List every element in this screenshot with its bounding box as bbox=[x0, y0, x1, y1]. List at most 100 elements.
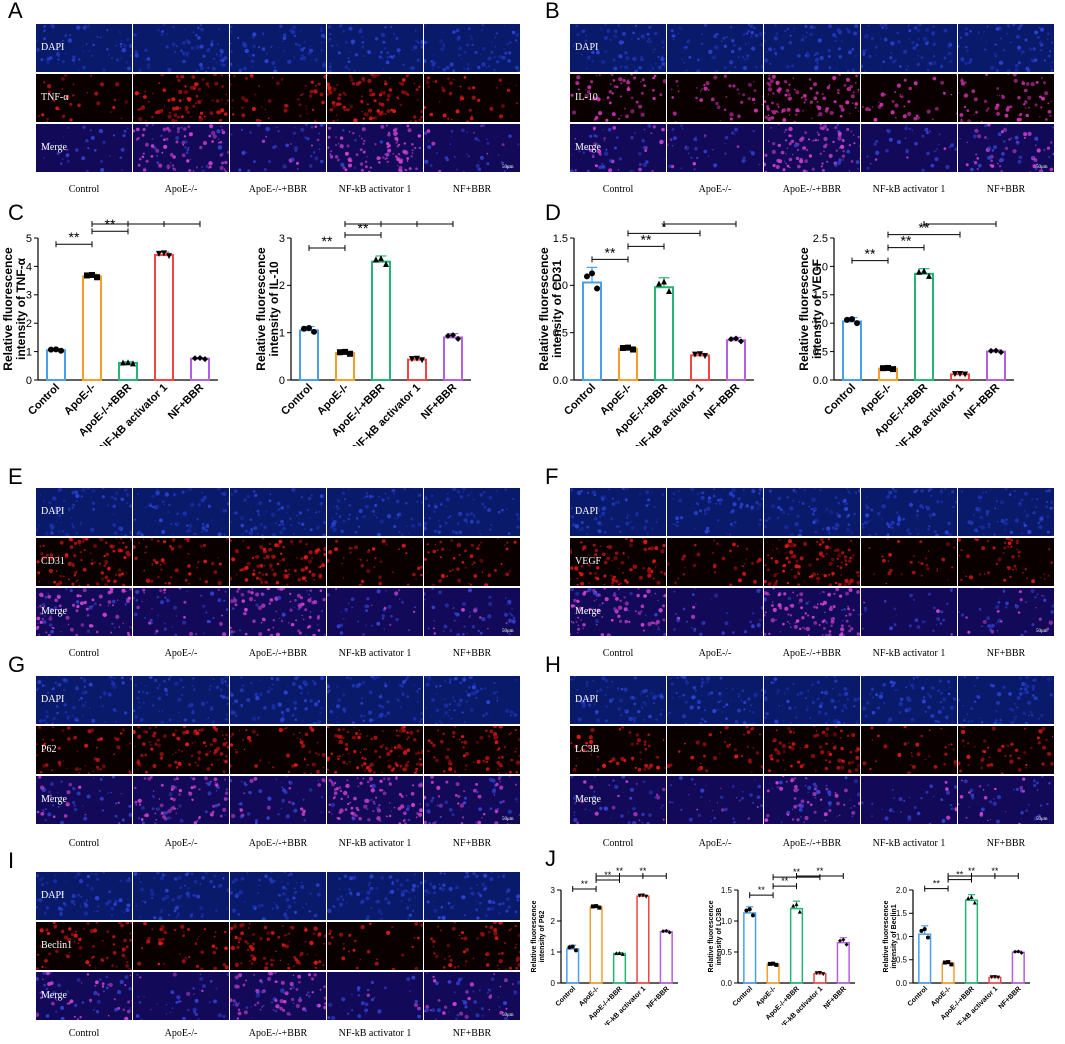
y-tick-label: 1 bbox=[26, 346, 32, 358]
row-label: Merge bbox=[41, 990, 67, 1001]
micrograph-G-1-0 bbox=[36, 726, 132, 774]
column-label: ApoE-/-+BBR bbox=[248, 648, 308, 659]
data-point bbox=[691, 351, 698, 358]
data-point bbox=[879, 365, 886, 372]
row-label: IL-10 bbox=[575, 92, 598, 103]
data-point bbox=[1019, 950, 1024, 955]
significance-label: ** bbox=[865, 246, 876, 262]
micrograph-B-1-0 bbox=[570, 74, 666, 122]
micrograph-F-1-1 bbox=[667, 538, 763, 586]
y-tick-label: 1.5 bbox=[553, 233, 568, 245]
micrograph-G-1-4 bbox=[424, 726, 520, 774]
micrograph-E-0-2 bbox=[230, 488, 326, 536]
micrograph-B-0-3 bbox=[861, 24, 957, 72]
micrograph-B-0-0 bbox=[570, 24, 666, 72]
micrograph-H-0-3 bbox=[861, 676, 957, 724]
micrograph-E-1-2 bbox=[230, 538, 326, 586]
bar-4 bbox=[190, 357, 210, 381]
column-label: NF+BBR bbox=[452, 184, 492, 195]
y-tick-label: 1 bbox=[551, 948, 556, 957]
bar-0 bbox=[842, 320, 862, 382]
column-label: Control bbox=[68, 648, 100, 659]
data-point bbox=[89, 271, 95, 278]
column-label: Control bbox=[68, 184, 100, 195]
x-tick-label: Control bbox=[279, 382, 315, 418]
data-point bbox=[414, 355, 420, 362]
data-point bbox=[942, 960, 947, 965]
data-point bbox=[620, 951, 625, 956]
data-point bbox=[814, 971, 819, 976]
column-label: Control bbox=[602, 838, 634, 849]
column-label: ApoE-/- bbox=[698, 184, 732, 195]
data-point bbox=[667, 930, 672, 935]
data-point bbox=[992, 975, 997, 980]
data-point bbox=[53, 346, 59, 353]
micrograph-G-1-2 bbox=[230, 726, 326, 774]
x-tick-label: Control bbox=[822, 382, 858, 418]
data-point bbox=[885, 364, 891, 371]
micrograph-I-2-2 bbox=[230, 972, 326, 1020]
data-point bbox=[921, 267, 927, 274]
y-tick-label: 1.0 bbox=[896, 932, 908, 941]
y-tick-label: 2 bbox=[551, 917, 556, 926]
data-point bbox=[300, 325, 307, 332]
y-tick-label: 1.5 bbox=[813, 290, 828, 302]
micrograph-G-0-1 bbox=[133, 676, 229, 724]
data-point bbox=[817, 970, 822, 975]
micrograph-B-1-4 bbox=[958, 74, 1054, 122]
y-tick-label: 2 bbox=[279, 280, 285, 292]
micrograph-B-0-2 bbox=[764, 24, 860, 72]
significance-label: ** bbox=[816, 866, 824, 876]
bar-1 bbox=[618, 347, 638, 381]
data-point bbox=[972, 900, 977, 905]
data-point bbox=[915, 268, 922, 275]
y-tick-label: 0.0 bbox=[813, 375, 828, 387]
y-tick-label: 1.0 bbox=[813, 318, 828, 330]
column-label: ApoE-/- bbox=[164, 838, 198, 849]
scale-bar-label: 50μm bbox=[502, 165, 514, 170]
data-point bbox=[951, 371, 958, 378]
micrograph-H-2-4 bbox=[958, 776, 1054, 824]
micrograph-G-0-3 bbox=[327, 676, 423, 724]
micrograph-I-0-4 bbox=[424, 872, 520, 920]
scale-bar-label: 50μm bbox=[1036, 817, 1048, 822]
y-tick-label: 3 bbox=[279, 233, 285, 245]
row-label: VEGF bbox=[575, 556, 602, 567]
significance-label: ** bbox=[919, 220, 930, 236]
significance-label: ** bbox=[956, 870, 964, 880]
data-point bbox=[962, 371, 969, 378]
column-label: ApoE-/- bbox=[698, 838, 732, 849]
micrograph-H-1-2 bbox=[764, 726, 860, 774]
micrograph-A-0-1 bbox=[133, 24, 229, 72]
bar-0 bbox=[918, 933, 932, 984]
micrograph-F-2-1 bbox=[667, 588, 763, 636]
bar-chart-3: 0.0 0.5 1.0 1.5 2.0 2.5 Relative fluorescence i… bbox=[798, 218, 1014, 446]
micrograph-F-2-3 bbox=[861, 588, 957, 636]
data-point bbox=[202, 356, 209, 363]
micrograph-F-2-0 bbox=[570, 588, 666, 636]
micrograph-E-1-0 bbox=[36, 538, 132, 586]
column-label: ApoE-/-+BBR bbox=[248, 184, 308, 195]
scale-bar-label: 50μm bbox=[502, 1013, 514, 1018]
micrograph-G-2-1 bbox=[133, 776, 229, 824]
micrograph-I-0-3 bbox=[327, 872, 423, 920]
micrograph-F-0-0 bbox=[570, 488, 666, 536]
y-axis-title: Relative fluorescence intensity of TNF-α bbox=[2, 247, 28, 371]
bar-chart-1: 0 1 2 3 Relative fluorescence intensity of IL… bbox=[255, 218, 471, 446]
data-point bbox=[750, 913, 755, 918]
data-point bbox=[797, 909, 802, 914]
data-point bbox=[617, 950, 622, 955]
data-point bbox=[197, 355, 203, 362]
y-tick-label: 5 bbox=[26, 233, 32, 245]
data-point bbox=[58, 347, 65, 354]
micrograph-G-0-0 bbox=[36, 676, 132, 724]
data-point bbox=[450, 332, 456, 339]
bar-4 bbox=[726, 339, 746, 381]
data-point bbox=[570, 944, 575, 949]
column-label: NF+BBR bbox=[452, 1028, 492, 1039]
data-point bbox=[161, 250, 167, 257]
panel-letter-J: J bbox=[545, 846, 556, 871]
micrograph-H-1-4 bbox=[958, 726, 1054, 774]
column-label: NF-kB activator 1 bbox=[872, 648, 946, 659]
x-tick-label: NF+BBR bbox=[646, 985, 671, 1010]
